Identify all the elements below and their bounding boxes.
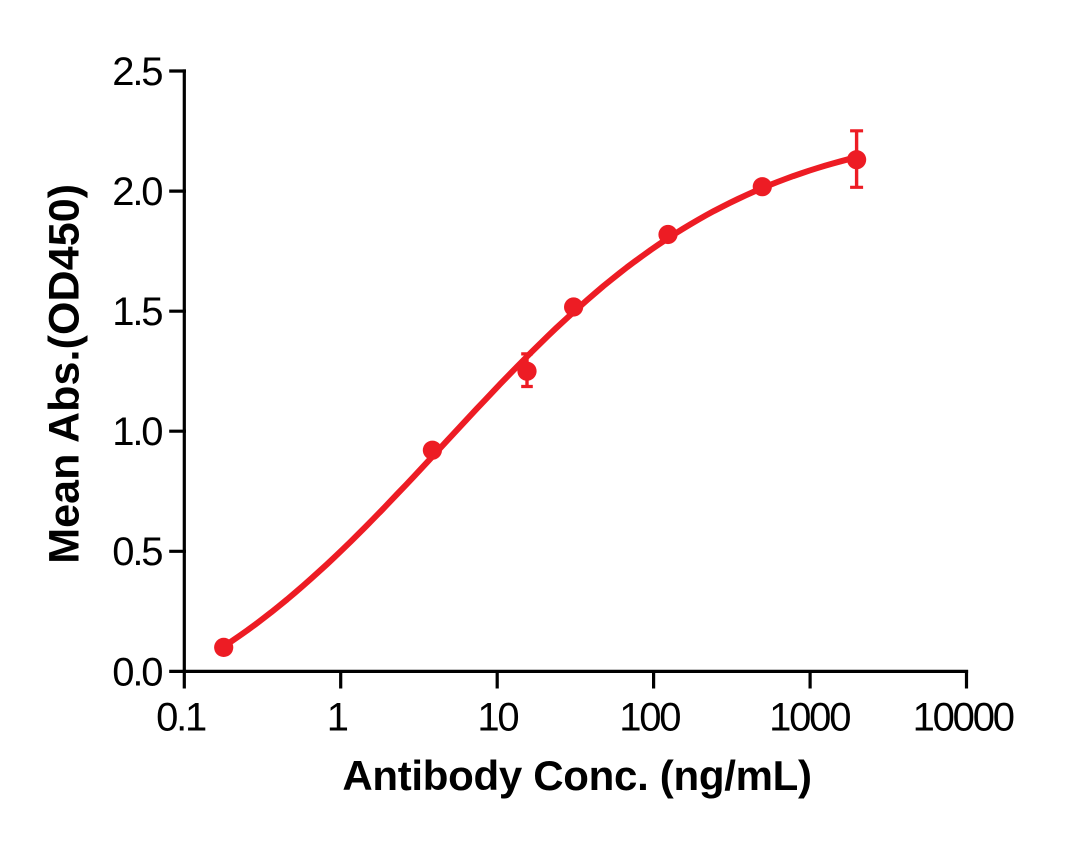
svg-text:Antibody Conc. (ng/mL): Antibody Conc. (ng/mL) [342,752,811,799]
svg-text:100: 100 [619,695,680,739]
svg-text:1.5: 1.5 [112,290,162,334]
svg-text:2.5: 2.5 [112,50,162,94]
svg-text:0.0: 0.0 [112,650,162,694]
svg-text:10000: 10000 [913,695,1014,739]
svg-text:0.1: 0.1 [156,695,206,739]
svg-text:2.0: 2.0 [112,170,162,214]
svg-text:0.5: 0.5 [112,530,162,574]
svg-text:Mean Abs.(OD450): Mean Abs.(OD450) [41,184,89,564]
svg-text:1.0: 1.0 [112,410,162,454]
svg-text:1: 1 [327,695,348,739]
svg-text:10: 10 [477,695,518,739]
svg-text:1000: 1000 [769,695,850,739]
